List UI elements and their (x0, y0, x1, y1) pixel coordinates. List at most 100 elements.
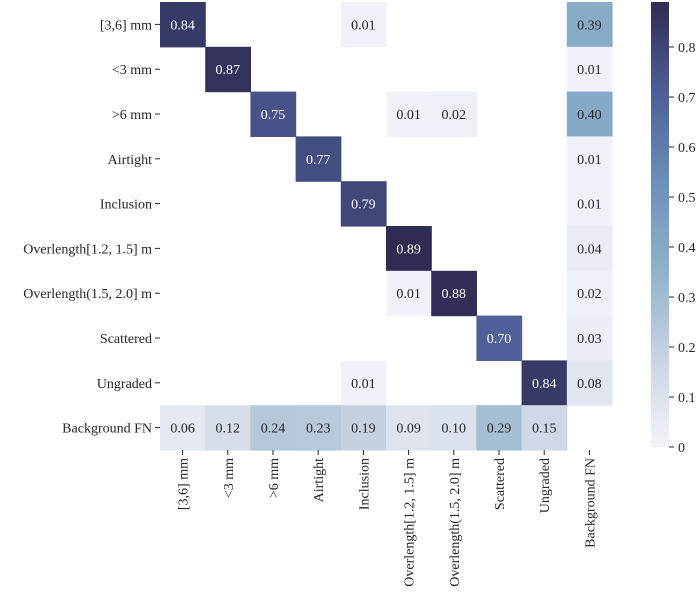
cell-value-label: 0.08 (577, 377, 602, 392)
column-label: Overlength[1.2, 1.5] m (403, 458, 418, 587)
colorbar-tick-label: 0.6 (678, 141, 696, 156)
column-label: Inclusion (357, 458, 372, 510)
heatmap-cell (521, 405, 568, 451)
cell-value-label: 0.23 (306, 422, 331, 437)
heatmap-cell (566, 181, 613, 227)
colorbar-tick-label: 0.2 (678, 341, 696, 356)
heatmap-cell (340, 360, 387, 406)
cell-value-label: 0.01 (577, 153, 602, 168)
heatmap-cells: 0.84 0.01 0.39 0.87 0.01 0.75 0.01 0.02 0.40 0.77… (160, 2, 613, 451)
column-label: Scattered (493, 458, 508, 510)
cell-value-label: 0.39 (577, 18, 602, 33)
heatmap-cell (476, 405, 523, 451)
cell-value-label: 0.84 (532, 377, 557, 392)
heatmap-cell (295, 136, 342, 182)
row-label: Ungraded (97, 377, 152, 392)
cell-value-label: 0.75 (261, 108, 286, 123)
heatmap-cell (566, 91, 613, 137)
cell-value-label: 0.02 (442, 108, 467, 123)
cell-value-label: 0.01 (577, 198, 602, 213)
colorbar-tick-label: 0.5 (678, 191, 696, 206)
heatmap-cell (295, 405, 342, 451)
colorbar-tick-label: 0 (678, 441, 685, 456)
row-label: Airtight (108, 153, 152, 168)
column-label: Airtight (312, 458, 327, 502)
colorbar-tick-label: 0.1 (678, 391, 696, 406)
heatmap-cell (340, 2, 387, 48)
heatmap-cell (566, 226, 613, 272)
row-label: >6 mm (112, 108, 152, 123)
cell-value-label: 0.84 (170, 18, 195, 33)
colorbar-tick-label: 0.7 (678, 91, 696, 106)
row-labels: [3,6] mm <3 mm >6 mm Airtight Inclusion Overl… (23, 18, 160, 437)
heatmap-cell (566, 270, 613, 317)
colorbar-gradient (651, 2, 669, 447)
cell-value-label: 0.87 (216, 63, 241, 78)
cell-value-label: 0.09 (396, 422, 421, 437)
column-label: Background FN (583, 458, 598, 548)
column-label: >6 mm (267, 458, 282, 498)
cell-value-label: 0.77 (306, 153, 331, 168)
heatmap-cell (250, 91, 297, 137)
heatmap-cell (431, 405, 477, 451)
heatmap-cell (386, 405, 432, 451)
cell-value-label: 0.19 (351, 422, 376, 437)
column-label: Overlength(1.5, 2.0] m (448, 458, 463, 587)
row-label: Background FN (62, 422, 152, 437)
cell-value-label: 0.24 (261, 422, 286, 437)
cell-value-label: 0.01 (396, 287, 421, 302)
colorbar-tick-label: 0.8 (678, 41, 696, 56)
cell-value-label: 0.70 (487, 332, 512, 347)
heatmap-cell (250, 405, 297, 451)
row-label: <3 mm (112, 63, 152, 78)
row-label: Overlength[1.2, 1.5] m (23, 242, 152, 257)
heatmap-cell (566, 2, 613, 48)
column-label: Ungraded (538, 458, 553, 513)
cell-value-label: 0.12 (216, 422, 241, 437)
cell-value-label: 0.01 (577, 63, 602, 78)
cell-value-label: 0.01 (351, 18, 376, 33)
heatmap-cell (160, 405, 206, 451)
heatmap-cell (431, 91, 477, 137)
heatmap-cell (521, 360, 568, 406)
row-label: [3,6] mm (100, 18, 152, 33)
cell-value-label: 0.15 (532, 422, 557, 437)
column-label: [3,6] mm (177, 458, 192, 510)
heatmap-cell (205, 405, 251, 451)
cell-value-label: 0.02 (577, 287, 602, 302)
heatmap-cell (340, 405, 387, 451)
heatmap-cell (386, 226, 432, 272)
heatmap-cell (386, 91, 432, 137)
cell-value-label: 0.01 (351, 377, 376, 392)
cell-value-label: 0.06 (170, 422, 195, 437)
column-label: <3 mm (222, 458, 237, 498)
colorbar-tick-label: 0.4 (678, 241, 696, 256)
heatmap-cell (431, 270, 477, 317)
heatmap-cell (566, 46, 613, 93)
column-labels: [3,6] mm <3 mm >6 mm Airtight Inclusion Overl… (177, 450, 598, 587)
heatmap-cell (566, 315, 613, 361)
heatmap-cell (566, 360, 613, 406)
cell-value-label: 0.88 (442, 287, 467, 302)
heatmap-cell (205, 46, 251, 93)
cell-value-label: 0.01 (396, 108, 421, 123)
cell-value-label: 0.79 (351, 198, 376, 213)
heatmap-cell (386, 270, 432, 317)
cell-value-label: 0.10 (442, 422, 467, 437)
colorbar-tick-label: 0.3 (678, 291, 696, 306)
cell-value-label: 0.04 (577, 242, 602, 257)
cell-value-label: 0.40 (577, 108, 602, 123)
cell-value-label: 0.29 (487, 422, 512, 437)
heatmap-cell (160, 2, 206, 48)
row-label: Overlength(1.5, 2.0] m (23, 287, 152, 302)
colorbar: 0 0.1 0.2 0.3 0.4 0.5 0.6 0.7 0.8 (651, 2, 696, 456)
heatmap-cell (340, 181, 387, 227)
cell-value-label: 0.03 (577, 332, 602, 347)
cell-value-label: 0.89 (396, 242, 421, 257)
heatmap-cell (566, 136, 613, 182)
row-label: Scattered (100, 332, 152, 347)
row-label: Inclusion (100, 198, 152, 213)
heatmap-cell (476, 315, 523, 361)
